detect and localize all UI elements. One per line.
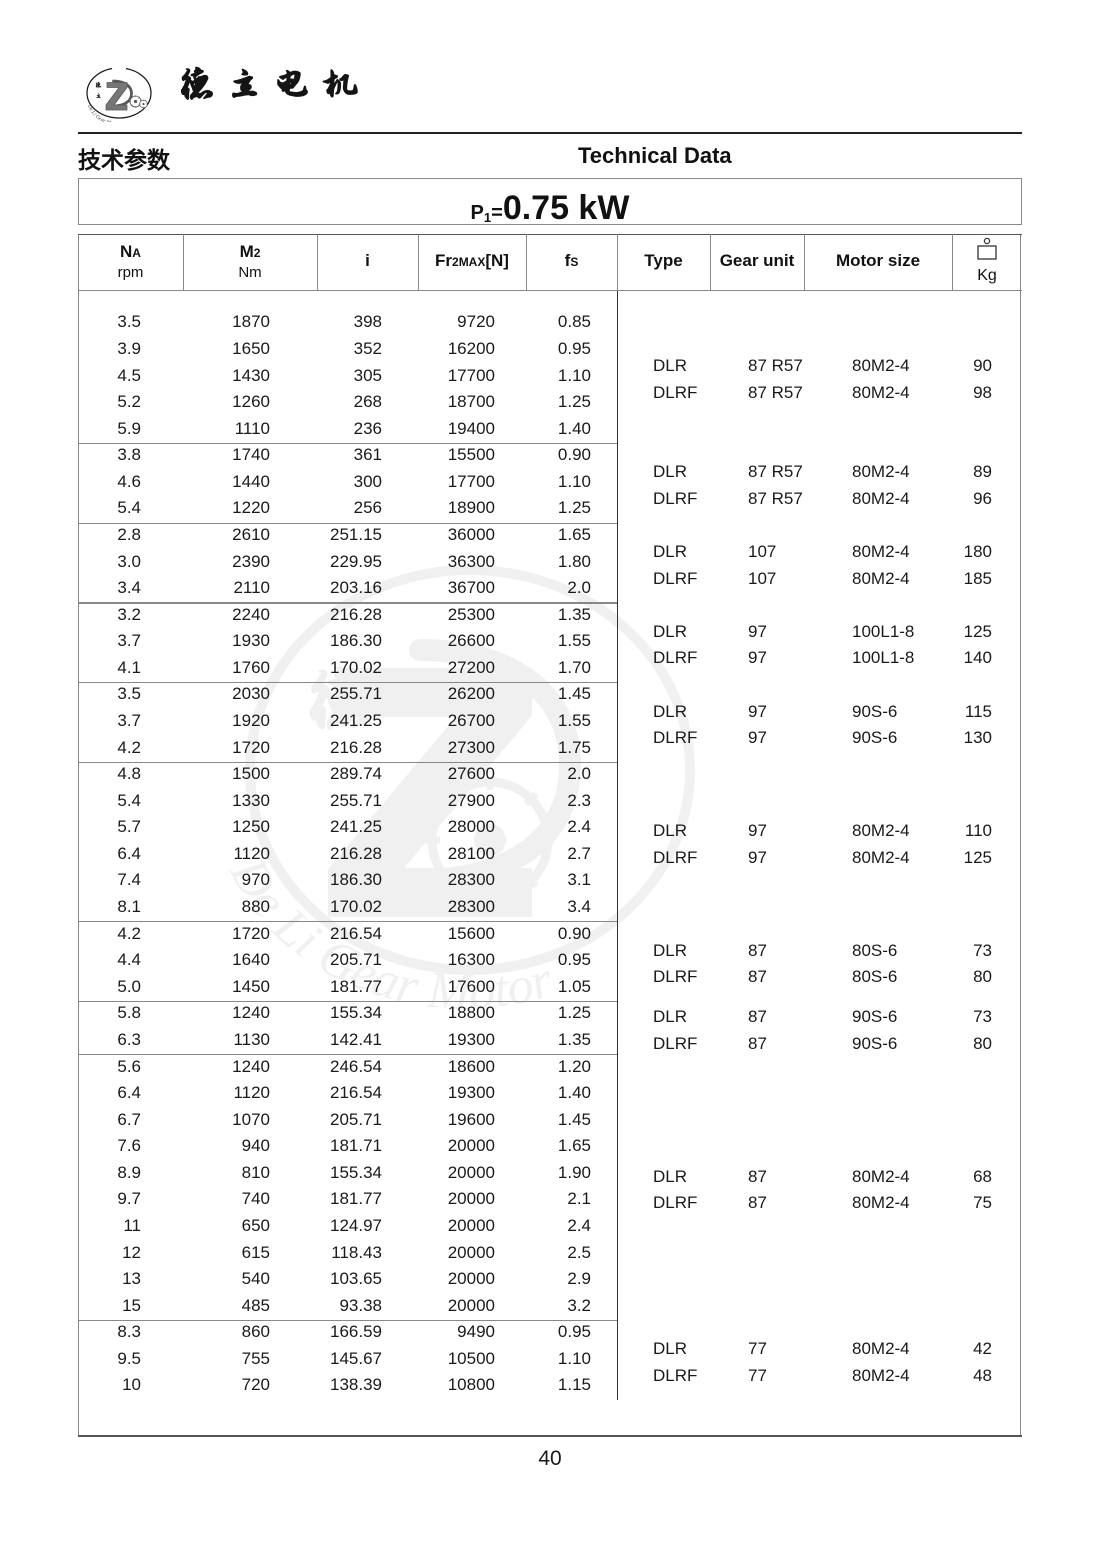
svg-text:立: 立 [95, 93, 101, 100]
svg-text:德: 德 [95, 81, 101, 89]
